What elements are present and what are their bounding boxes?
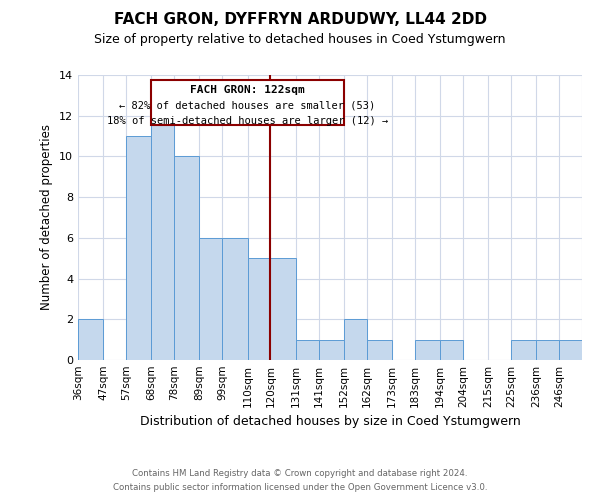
Bar [344,320,367,360]
Text: FACH GRON, DYFFRYN ARDUDWY, LL44 2DD: FACH GRON, DYFFRYN ARDUDWY, LL44 2DD [113,12,487,28]
Bar [78,320,103,360]
Text: Size of property relative to detached houses in Coed Ystumgwern: Size of property relative to detached ho… [94,32,506,46]
Bar [511,340,536,360]
Bar [151,116,174,360]
Text: ← 82% of detached houses are smaller (53): ← 82% of detached houses are smaller (53… [119,100,376,110]
Bar [126,136,151,360]
Bar [319,340,344,360]
Text: FACH GRON: 122sqm: FACH GRON: 122sqm [190,84,305,94]
Bar [367,340,392,360]
Bar [415,340,440,360]
Bar [248,258,271,360]
Text: 18% of semi-detached houses are larger (12) →: 18% of semi-detached houses are larger (… [107,116,388,126]
X-axis label: Distribution of detached houses by size in Coed Ystumgwern: Distribution of detached houses by size … [140,416,520,428]
Text: Contains HM Land Registry data © Crown copyright and database right 2024.: Contains HM Land Registry data © Crown c… [132,468,468,477]
Bar [271,258,296,360]
Bar [199,238,223,360]
Bar [296,340,319,360]
Bar [223,238,248,360]
Y-axis label: Number of detached properties: Number of detached properties [40,124,53,310]
Bar [174,156,199,360]
FancyBboxPatch shape [151,80,344,125]
Bar [440,340,463,360]
Text: Contains public sector information licensed under the Open Government Licence v3: Contains public sector information licen… [113,484,487,492]
Bar [559,340,582,360]
Bar [536,340,559,360]
